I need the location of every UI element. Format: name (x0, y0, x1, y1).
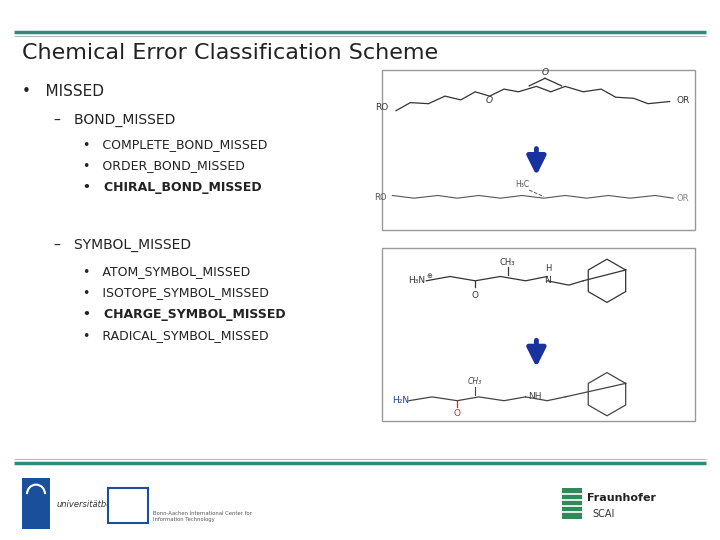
Text: O: O (472, 291, 479, 300)
Bar (562, 488, 582, 519)
Text: RO: RO (374, 193, 387, 201)
Text: H: H (546, 264, 552, 273)
Text: H₂N: H₂N (392, 396, 409, 405)
Text: •   ATOM_SYMBOL_MISSED: • ATOM_SYMBOL_MISSED (83, 265, 250, 278)
Text: b·it: b·it (117, 498, 139, 511)
Text: universitätbonn: universitätbonn (56, 501, 122, 509)
Text: •   RADICAL_SYMBOL_MISSED: • RADICAL_SYMBOL_MISSED (83, 329, 269, 342)
Text: NH: NH (528, 393, 541, 401)
Text: Information Technology: Information Technology (153, 517, 215, 522)
Text: O: O (486, 97, 493, 105)
Text: CH₃: CH₃ (468, 377, 482, 386)
Text: O: O (454, 409, 461, 418)
Text: Bonn-Aachen International Center for: Bonn-Aachen International Center for (153, 511, 251, 516)
Text: RO: RO (376, 104, 389, 112)
Text: ⊕: ⊕ (426, 273, 432, 279)
Bar (382, 248, 695, 421)
Text: –   SYMBOL_MISSED: – SYMBOL_MISSED (54, 238, 191, 252)
Text: O: O (541, 68, 549, 77)
Text: Fraunhofer: Fraunhofer (587, 493, 656, 503)
Bar (382, 70, 695, 230)
Text: Chemical Error Classification Scheme: Chemical Error Classification Scheme (22, 43, 438, 63)
Text: •   CHIRAL_BOND_MISSED: • CHIRAL_BOND_MISSED (83, 181, 261, 194)
Text: OR: OR (677, 97, 690, 105)
Text: CH₃: CH₃ (500, 258, 516, 267)
Bar (22, 478, 50, 529)
Text: H₃C: H₃C (515, 180, 529, 189)
Text: –   BOND_MISSED: – BOND_MISSED (54, 113, 176, 127)
Text: N: N (544, 276, 551, 285)
Text: •   ORDER_BOND_MISSED: • ORDER_BOND_MISSED (83, 159, 245, 172)
Text: H₃N: H₃N (408, 276, 425, 285)
Text: •   COMPLETE_BOND_MISSED: • COMPLETE_BOND_MISSED (83, 138, 267, 151)
Text: •   MISSED: • MISSED (22, 84, 104, 99)
Text: OR: OR (677, 194, 689, 202)
Text: SCAI: SCAI (592, 509, 615, 519)
Text: •   CHARGE_SYMBOL_MISSED: • CHARGE_SYMBOL_MISSED (83, 308, 285, 321)
Bar (108, 488, 148, 523)
Text: •   ISOTOPE_SYMBOL_MISSED: • ISOTOPE_SYMBOL_MISSED (83, 286, 269, 299)
